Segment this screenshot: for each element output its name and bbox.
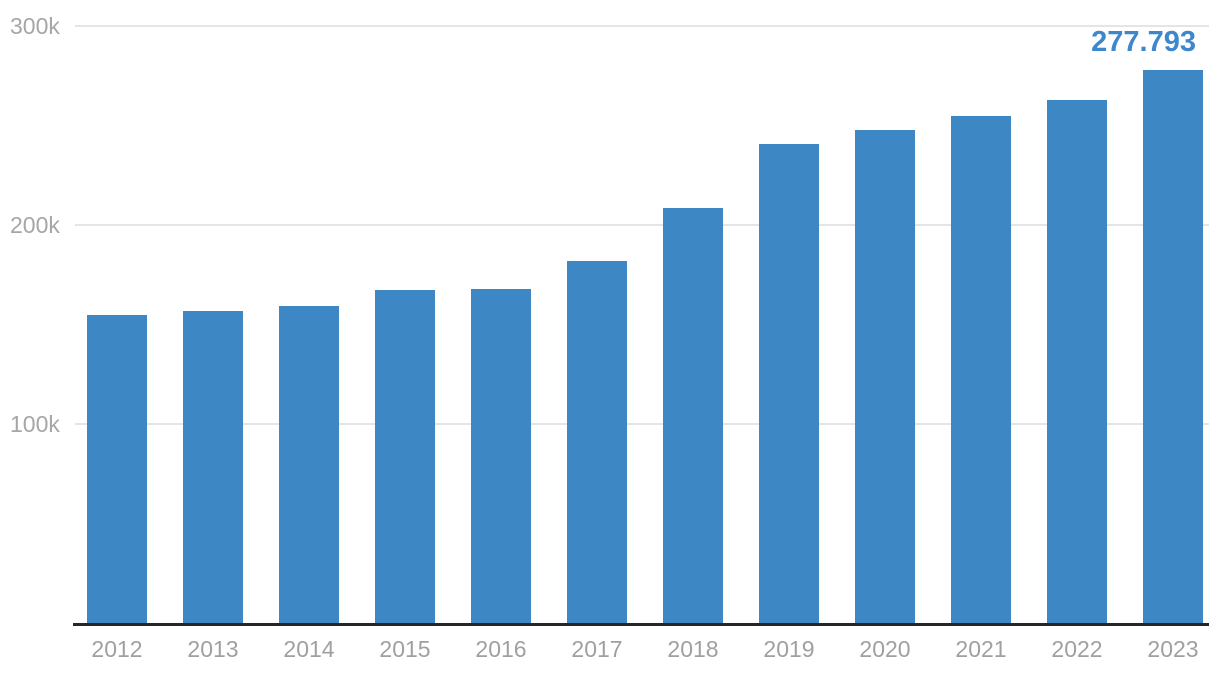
bar-2013[interactable] [183, 311, 243, 623]
bar-2015[interactable] [375, 290, 435, 623]
bar-2020[interactable] [855, 130, 915, 623]
x-tick-label-2015: 2015 [379, 636, 431, 662]
bar-2017[interactable] [567, 261, 627, 623]
bar-2018[interactable] [663, 208, 723, 623]
bar-2021[interactable] [951, 116, 1011, 623]
x-tick-label-2013: 2013 [187, 636, 239, 662]
x-tick-label-2014: 2014 [283, 636, 335, 662]
x-tick-label-2019: 2019 [763, 636, 815, 662]
gridline-100k [75, 423, 1209, 425]
x-tick-label-2016: 2016 [475, 636, 527, 662]
gridline-300k [75, 25, 1209, 27]
bar-2012[interactable] [87, 315, 147, 623]
bar-2016[interactable] [471, 289, 531, 623]
bar-2022[interactable] [1047, 100, 1107, 623]
gridline-200k [75, 224, 1209, 226]
x-axis-line [73, 623, 1209, 626]
y-tick-label-100k: 100k [10, 411, 60, 437]
x-tick-label-2022: 2022 [1051, 636, 1103, 662]
x-tick-label-2020: 2020 [859, 636, 911, 662]
y-tick-label-300k: 300k [10, 13, 60, 39]
data-label-2023: 277.793 [1091, 26, 1196, 58]
x-tick-label-2023: 2023 [1147, 636, 1199, 662]
x-tick-label-2018: 2018 [667, 636, 719, 662]
bar-2023[interactable] [1143, 70, 1203, 623]
x-tick-label-2021: 2021 [955, 636, 1007, 662]
y-tick-label-200k: 200k [10, 212, 60, 238]
bar-2019[interactable] [759, 144, 819, 623]
x-tick-label-2017: 2017 [571, 636, 623, 662]
bar-2014[interactable] [279, 306, 339, 623]
x-tick-label-2012: 2012 [91, 636, 143, 662]
